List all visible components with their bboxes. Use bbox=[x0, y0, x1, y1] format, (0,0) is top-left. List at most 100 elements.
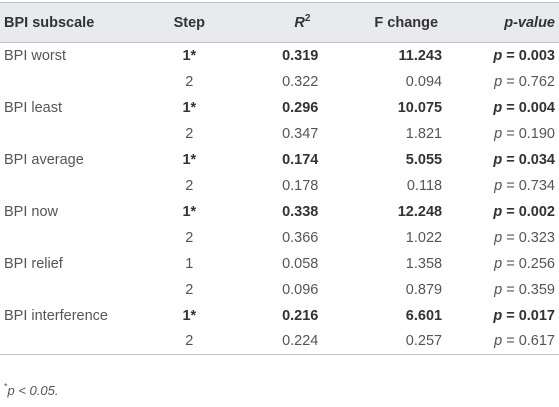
cell-p-symbol: p bbox=[494, 177, 503, 194]
header-subscale: BPI subscale bbox=[0, 2, 145, 43]
cell-subscale bbox=[0, 225, 144, 251]
cell-p-symbol: p bbox=[494, 333, 503, 350]
cell-p-symbol: p bbox=[494, 281, 503, 298]
cell-p-value: p = 0.017 bbox=[452, 303, 559, 329]
cell-p-operator: = bbox=[502, 229, 519, 246]
cell-subscale: BPI average bbox=[4, 151, 84, 168]
cell-f-change: 1.358 bbox=[405, 255, 443, 272]
table-row: 2 0.096 0.879 p = 0.359 bbox=[0, 277, 559, 303]
cell-step: 1* bbox=[182, 203, 197, 220]
header-r2-sup: 2 bbox=[304, 12, 311, 24]
table-row: 2 0.366 1.022 p = 0.323 bbox=[0, 225, 559, 251]
cell-step: 1 bbox=[185, 255, 194, 272]
table-row: BPI worst 1* 0.319 11.243 p = 0.003 bbox=[0, 43, 559, 69]
cell-p-operator: = bbox=[502, 47, 519, 64]
cell-subscale: BPI least bbox=[4, 99, 63, 116]
table-body: BPI worst 1* 0.319 11.243 p = 0.003 2 0.322 0.0… bbox=[0, 43, 559, 355]
cell-r2: 0.224 bbox=[234, 328, 329, 355]
cell-f-change: 6.601 bbox=[405, 307, 443, 324]
cell-p-number: 0.734 bbox=[518, 177, 555, 194]
table-row: BPI least 1* 0.296 10.075 p = 0.004 bbox=[0, 95, 559, 121]
cell-step: 2 bbox=[185, 73, 194, 90]
cell-p-operator: = bbox=[502, 151, 519, 168]
cell-p-value: p = 0.617 bbox=[452, 328, 559, 355]
cell-p-number: 0.003 bbox=[518, 47, 555, 64]
cell-p-symbol: p bbox=[493, 203, 503, 220]
table-row: 2 0.347 1.821 p = 0.190 bbox=[0, 121, 559, 147]
cell-p-operator: = bbox=[502, 203, 519, 220]
footnote: *p < 0.05. bbox=[4, 381, 59, 398]
cell-r2: 0.296 bbox=[282, 99, 319, 116]
cell-p-value: p = 0.762 bbox=[452, 69, 559, 95]
cell-step: 2 bbox=[185, 125, 194, 142]
cell-p-symbol: p bbox=[493, 99, 503, 116]
cell-p-value: p = 0.359 bbox=[452, 277, 559, 303]
table-row: 2 0.322 0.094 p = 0.762 bbox=[0, 69, 559, 95]
cell-r2: 0.096 bbox=[282, 281, 319, 298]
cell-step: 2 bbox=[185, 177, 194, 194]
cell-p-number: 0.190 bbox=[518, 125, 555, 142]
cell-f-change: 10.075 bbox=[397, 99, 443, 116]
cell-p-operator: = bbox=[502, 281, 519, 298]
cell-p-operator: = bbox=[502, 177, 519, 194]
cell-step: 1* bbox=[182, 47, 197, 64]
cell-f-change: 12.248 bbox=[397, 203, 443, 220]
cell-p-value: p = 0.734 bbox=[452, 173, 559, 199]
cell-p-number: 0.256 bbox=[518, 255, 555, 272]
footnote-marker: * bbox=[4, 381, 8, 392]
cell-step: 1* bbox=[182, 99, 197, 116]
cell-p-operator: = bbox=[502, 333, 519, 350]
cell-p-symbol: p bbox=[493, 151, 503, 168]
cell-p-operator: = bbox=[502, 73, 519, 90]
cell-p-operator: = bbox=[502, 99, 519, 116]
cell-p-number: 0.762 bbox=[518, 73, 555, 90]
table-row: 2 0.224 0.257 p = 0.617 bbox=[0, 328, 559, 355]
cell-p-symbol: p bbox=[494, 255, 503, 272]
table-row: BPI average 1* 0.174 5.055 p = 0.034 bbox=[0, 147, 559, 173]
cell-p-operator: = bbox=[502, 125, 519, 142]
cell-r2: 0.319 bbox=[282, 47, 319, 64]
cell-p-value: p = 0.034 bbox=[452, 147, 559, 173]
cell-p-value: p = 0.256 bbox=[452, 251, 559, 277]
cell-step: 1* bbox=[182, 151, 197, 168]
cell-step: 1* bbox=[182, 307, 197, 324]
header-f-change: F change bbox=[328, 2, 453, 43]
cell-p-number: 0.617 bbox=[518, 333, 555, 350]
cell-subscale: BPI interference bbox=[4, 307, 108, 324]
cell-p-symbol: p bbox=[493, 307, 503, 324]
cell-f-change: 5.055 bbox=[405, 151, 443, 168]
cell-p-operator: = bbox=[502, 307, 519, 324]
cell-p-operator: = bbox=[502, 255, 519, 272]
cell-p-number: 0.323 bbox=[518, 229, 555, 246]
cell-p-value: p = 0.190 bbox=[452, 121, 559, 147]
cell-step: 2 bbox=[144, 328, 235, 355]
cell-p-value: p = 0.002 bbox=[452, 199, 559, 225]
table-row: 2 0.178 0.118 p = 0.734 bbox=[0, 173, 559, 199]
cell-subscale bbox=[0, 277, 144, 303]
results-table: BPI subscale Step R2 F change p-value BP… bbox=[0, 2, 559, 355]
cell-r2: 0.338 bbox=[282, 203, 319, 220]
cell-p-number: 0.002 bbox=[518, 203, 555, 220]
cell-r2: 0.216 bbox=[282, 307, 319, 324]
cell-f-change: 0.118 bbox=[406, 177, 443, 194]
cell-p-symbol: p bbox=[494, 125, 503, 142]
cell-p-value: p = 0.003 bbox=[452, 43, 559, 69]
cell-subscale: BPI now bbox=[4, 203, 58, 220]
cell-p-value: p = 0.004 bbox=[452, 95, 559, 121]
header-p-value: p-value bbox=[452, 2, 559, 43]
cell-p-symbol: p bbox=[494, 229, 503, 246]
header-r2: R2 bbox=[234, 2, 329, 43]
table-row: BPI interference 1* 0.216 6.601 p = 0.017 bbox=[0, 303, 559, 329]
header-p-value-label: p-value bbox=[504, 14, 555, 31]
cell-r2: 0.174 bbox=[282, 151, 319, 168]
cell-f-change: 0.879 bbox=[405, 281, 443, 298]
cell-p-value: p = 0.323 bbox=[452, 225, 559, 251]
footnote-text: p < 0.05. bbox=[7, 383, 59, 398]
cell-subscale bbox=[0, 69, 144, 95]
cell-subscale: BPI relief bbox=[4, 255, 63, 272]
header-r2-base: R bbox=[294, 14, 305, 31]
cell-f-change: 0.257 bbox=[328, 328, 453, 355]
table-row: BPI relief 1 0.058 1.358 p = 0.256 bbox=[0, 251, 559, 277]
cell-r2: 0.058 bbox=[282, 255, 319, 272]
